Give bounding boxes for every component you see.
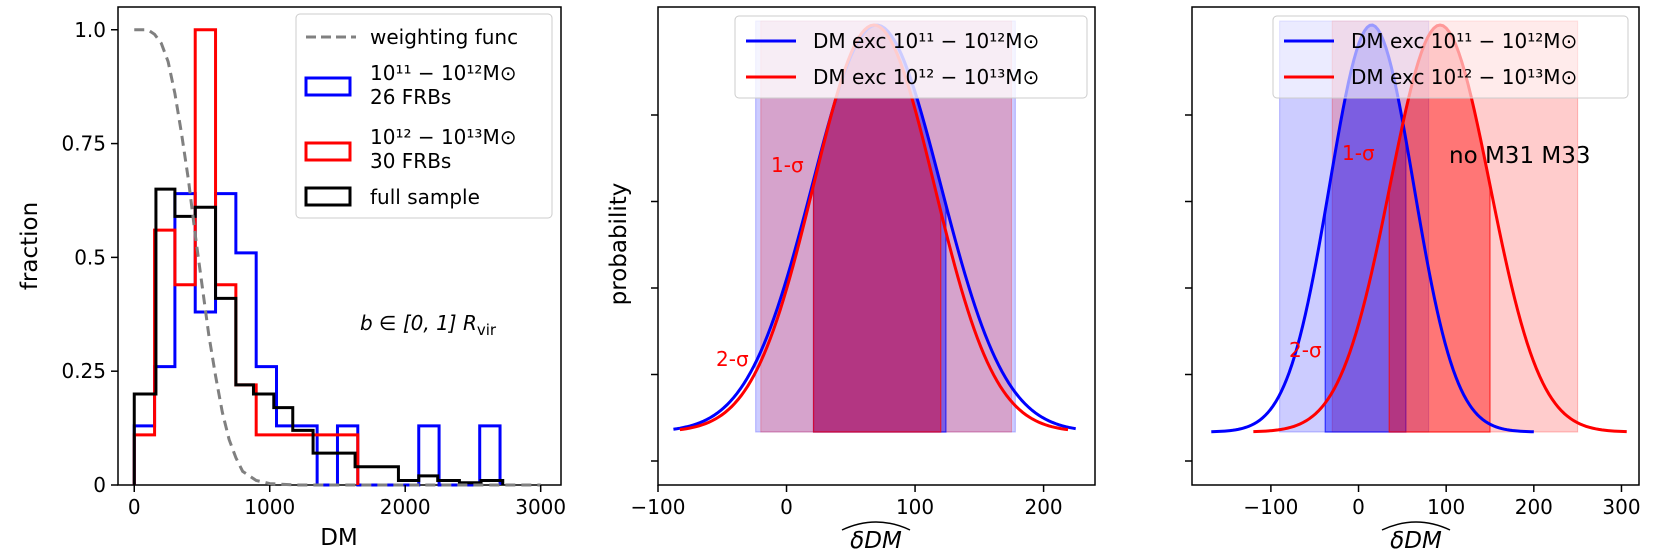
histogram-series-0 — [132, 192, 502, 487]
legend-frame — [295, 13, 553, 219]
y-axis-label-2: probability — [606, 183, 632, 306]
x-tick-label: 0 — [128, 495, 141, 519]
legend-full-label: full sample — [370, 185, 480, 209]
legend-full-key — [304, 186, 352, 207]
annotation-impact-range: b ∈ [0, 1] Rvir — [360, 311, 497, 339]
annotation-one-sigma-3: 1-σ — [1342, 141, 1375, 165]
legend-low-text: DM exc 10¹¹ − 10¹²M⊙ — [813, 29, 1039, 53]
x-axis-label-2: δDM — [850, 528, 902, 554]
histogram-series-group — [132, 28, 541, 487]
panel-1-ticks: 0 1000 2000 3000 0 0.25 0.5 0.75 1.0 — [61, 18, 566, 519]
legend-high-count: 30 FRBs — [370, 149, 451, 173]
annotation-impact-range-sub: vir — [477, 321, 497, 339]
x-axis-label-3-hat — [1381, 521, 1451, 531]
histogram-panel: 0 1000 2000 3000 0 0.25 0.5 0.75 1.0 DM fraction… — [17, 6, 566, 551]
x-tick-label: 1000 — [244, 495, 295, 519]
legend-low-key — [304, 76, 352, 97]
panel-3-ticks: −100 0 100 200 300 — [1185, 114, 1641, 519]
annotation-two-sigma-3: 2-σ — [1289, 338, 1322, 362]
legend-low-count: 26 FRBs — [370, 85, 451, 109]
x-tick-label: 200 — [1515, 495, 1553, 519]
x-tick-label: 100 — [896, 495, 934, 519]
y-tick-label: 0.25 — [61, 359, 106, 383]
x-tick-label: 2000 — [380, 495, 431, 519]
annotation-two-sigma: 2-σ — [716, 347, 749, 371]
x-tick-label: 0 — [780, 495, 793, 519]
posterior-panel: −100 0 100 200 δDM probability 1-σ 2-σ DM e… — [606, 6, 1096, 554]
x-axis-label-2-hat — [841, 521, 911, 531]
legend-high-label: 10¹² − 10¹³M⊙ — [370, 125, 516, 149]
y-tick-label: 0.75 — [61, 132, 106, 156]
y-axis-label: fraction — [17, 202, 43, 290]
legend-frame-2 — [734, 15, 1088, 99]
x-axis-label-3: δDM — [1390, 528, 1442, 554]
x-tick-label: 300 — [1602, 495, 1640, 519]
x-tick-label: 0 — [1352, 495, 1365, 519]
x-axis-label: DM — [320, 525, 358, 551]
x-tick-label: 100 — [1427, 495, 1465, 519]
panel-3-frame — [1191, 6, 1640, 486]
legend-low-label: 10¹¹ − 10¹²M⊙ — [370, 61, 516, 85]
legend-weighting-label: weighting func — [370, 25, 518, 49]
panel-1-frame — [117, 6, 562, 486]
legend-panel-1: weighting func 10¹¹ − 10¹²M⊙ 26 FRBs 10¹… — [295, 13, 553, 219]
legend-high-text: DM exc 10¹² − 10¹³M⊙ — [813, 65, 1039, 89]
weighting-func-curve — [134, 28, 541, 487]
legend-panel-2: DM exc 10¹¹ − 10¹²M⊙ DM exc 10¹² − 10¹³M… — [734, 15, 1088, 99]
legend-low-text-3: DM exc 10¹¹ − 10¹²M⊙ — [1351, 29, 1577, 53]
posterior-no-m31-panel: −100 0 100 200 300 δDM 1-σ 2-σ no M31 M33 DM… — [1185, 6, 1641, 554]
legend-frame-3 — [1272, 15, 1629, 99]
y-tick-label: 1.0 — [74, 18, 106, 42]
y-tick-label: 0 — [93, 473, 106, 497]
legend-high-key — [304, 141, 352, 162]
histogram-series-2 — [132, 187, 505, 485]
legend-panel-3: DM exc 10¹¹ − 10¹²M⊙ DM exc 10¹² − 10¹³M… — [1272, 15, 1629, 99]
x-tick-label: 200 — [1024, 495, 1062, 519]
x-tick-label: −100 — [1243, 495, 1298, 519]
x-tick-label: 3000 — [515, 495, 566, 519]
panel-2-ticks: −100 0 100 200 — [631, 114, 1063, 519]
annotation-impact-range-text: b ∈ [0, 1] R — [360, 311, 477, 335]
annotation-no-m31-m33: no M31 M33 — [1449, 143, 1591, 169]
annotation-one-sigma: 1-σ — [771, 153, 804, 177]
panel-2-frame — [657, 6, 1096, 486]
y-tick-label: 0.5 — [74, 245, 106, 269]
legend-high-text-3: DM exc 10¹² − 10¹³M⊙ — [1351, 65, 1577, 89]
x-tick-label: −100 — [631, 495, 686, 519]
